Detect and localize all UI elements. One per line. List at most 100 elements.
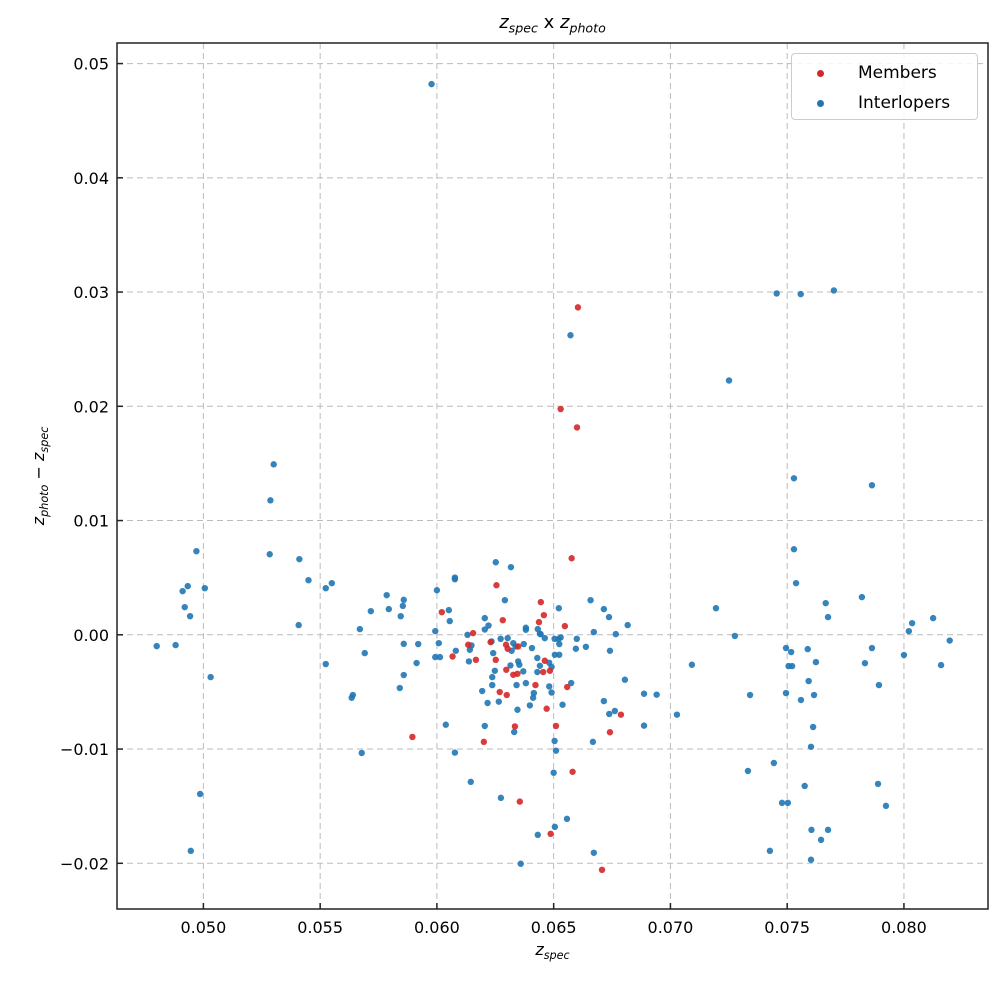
member-point: [511, 723, 519, 730]
interloper-point: [172, 641, 179, 649]
interloper-point: [489, 681, 496, 689]
interloper-point: [555, 604, 563, 612]
interloper-point: [489, 673, 496, 681]
interloper-point: [322, 584, 329, 592]
interloper-point: [179, 587, 186, 595]
interloper-point: [946, 637, 953, 644]
interloper-point: [442, 721, 449, 728]
interloper-point: [445, 606, 453, 614]
member-point: [537, 598, 545, 606]
interloper-point: [181, 603, 188, 611]
interloper-point: [546, 683, 553, 690]
member-point: [465, 641, 472, 648]
member-point: [557, 405, 564, 413]
interloper-point: [746, 691, 754, 699]
x-axis-label: zspec: [535, 940, 570, 962]
interloper-point: [572, 645, 580, 652]
interloper-point: [550, 769, 557, 776]
interloper-point: [479, 687, 486, 695]
interloper-point: [573, 635, 580, 643]
interloper-point: [400, 596, 407, 604]
interloper-point: [822, 599, 829, 607]
interloper-point: [207, 673, 214, 681]
member-point: [492, 656, 499, 664]
interloper-point: [908, 619, 916, 627]
interloper-point: [805, 677, 812, 685]
member-point: [409, 733, 416, 741]
interloper-point: [804, 645, 811, 653]
interloper-point: [534, 668, 541, 676]
interloper-point: [526, 702, 534, 709]
interloper-point: [778, 799, 786, 807]
member-point: [539, 668, 547, 676]
interloper-point: [400, 640, 407, 648]
member-point: [493, 582, 500, 589]
member-point: [573, 424, 581, 431]
interloper-point: [396, 684, 403, 692]
member-point: [472, 656, 480, 664]
interloper-point: [196, 790, 204, 798]
legend-label-members: Members: [858, 63, 937, 83]
interloper-point: [788, 662, 796, 670]
interloper-point: [522, 679, 530, 687]
grid-lines: [117, 43, 988, 909]
y-tick-label: 0.00: [73, 626, 109, 645]
interloper-point: [397, 612, 404, 620]
data-points: [153, 80, 953, 874]
interloper-point: [428, 80, 435, 88]
interloper-point: [874, 780, 882, 788]
member-point: [569, 768, 576, 775]
interloper-point: [809, 723, 817, 731]
interloper-point: [436, 653, 444, 661]
interloper-point: [770, 759, 778, 767]
y-tick-label: −0.01: [60, 740, 109, 759]
interloper-point: [807, 743, 815, 750]
interloper-point: [507, 563, 515, 571]
interlopers-marker-icon: [817, 99, 824, 107]
member-point: [480, 738, 488, 746]
interloper-point: [582, 643, 590, 651]
interloper-point: [511, 728, 518, 736]
interloper-point: [882, 802, 890, 810]
interloper-point: [606, 647, 614, 654]
interloper-point: [385, 605, 393, 613]
interloper-point: [514, 706, 521, 713]
member-point: [535, 618, 543, 626]
y-tick-label: −0.02: [60, 854, 109, 873]
member-point: [469, 629, 477, 637]
interloper-point: [504, 634, 511, 642]
interloper-point: [830, 287, 838, 294]
interloper-point: [824, 826, 832, 834]
interloper-point: [536, 662, 544, 669]
x-tick-label: 0.050: [180, 918, 226, 937]
interloper-point: [383, 591, 390, 599]
interloper-point: [621, 676, 629, 683]
interloper-point: [590, 849, 598, 856]
x-tick-label: 0.075: [764, 918, 810, 937]
interloper-point: [556, 651, 563, 658]
interloper-point: [792, 579, 800, 587]
interloper-point: [790, 546, 798, 553]
interloper-point: [790, 475, 798, 482]
interloper-point: [773, 290, 780, 297]
member-point: [564, 683, 571, 691]
interloper-point: [640, 690, 648, 697]
interloper-point: [600, 697, 608, 705]
interloper-point: [322, 660, 329, 668]
interloper-point: [266, 551, 273, 558]
interloper-point: [267, 497, 274, 504]
interloper-point: [797, 696, 805, 704]
interloper-point: [305, 576, 312, 584]
interloper-point: [868, 482, 876, 489]
interloper-point: [766, 847, 774, 855]
legend-label-interlopers: Interlopers: [858, 93, 951, 113]
y-tick-label: 0.04: [73, 169, 109, 188]
interloper-point: [782, 689, 790, 697]
interloper-point: [435, 639, 442, 647]
interloper-point: [497, 635, 504, 643]
member-point: [499, 616, 506, 624]
interloper-point: [606, 710, 613, 718]
interloper-point: [552, 747, 560, 754]
interloper-point: [784, 799, 792, 807]
interloper-point: [432, 653, 439, 661]
